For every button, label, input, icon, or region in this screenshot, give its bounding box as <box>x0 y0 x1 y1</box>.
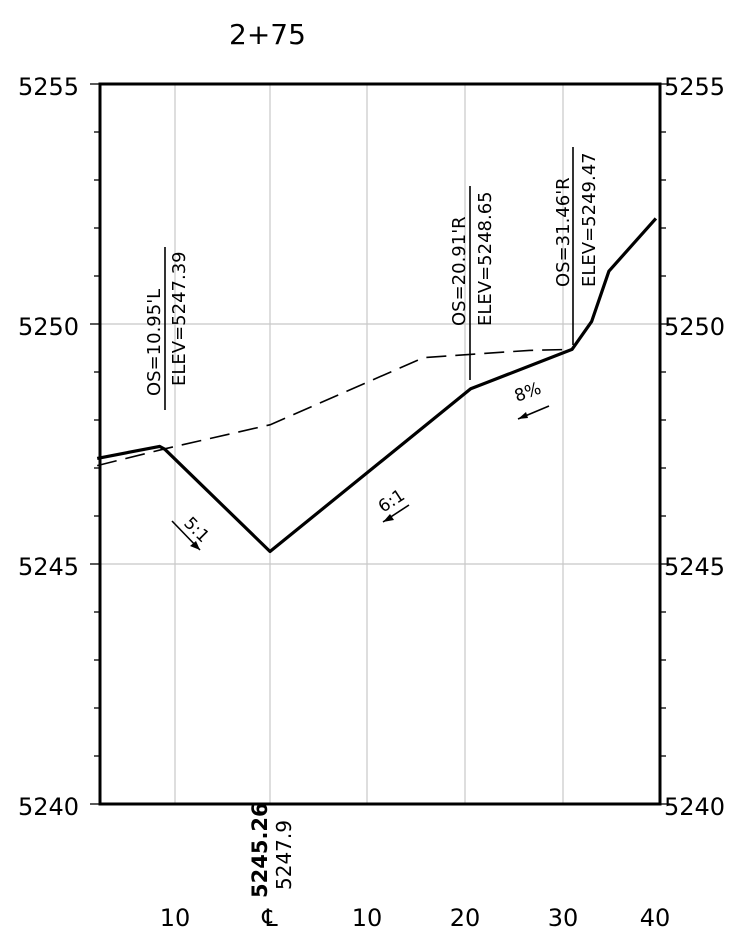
callout-right-catch-2: OS=31.46'R ELEV=5249.47 <box>553 147 600 345</box>
centerline-existing-elev: 5247.9 <box>272 820 296 890</box>
slope-arrow-head <box>518 412 528 419</box>
offset-label: 20 <box>450 904 481 932</box>
existing-ground-line <box>97 348 573 467</box>
slope-8pct: 8% <box>512 379 550 420</box>
slope-arrow-head <box>383 514 394 522</box>
callout-right-catch-1: OS=20.91'R ELEV=5248.65 <box>449 186 496 380</box>
slope-label: 6:1 <box>375 486 409 518</box>
offset-label: 40 <box>640 904 671 932</box>
callout-elev: ELEV=5248.65 <box>475 191 496 326</box>
callout-left-catch: OS=10.95'L ELEV=5247.39 <box>144 247 190 410</box>
elev-label-right: 5245 <box>664 553 725 581</box>
left-elevation-labels: 5255 5250 5245 5240 <box>18 73 79 821</box>
callout-offset: OS=10.95'L <box>144 289 165 396</box>
elev-label-left: 5250 <box>18 313 79 341</box>
elev-label-left: 5245 <box>18 553 79 581</box>
elev-label-right: 5255 <box>664 73 725 101</box>
slope-arrow-head <box>190 541 200 550</box>
callout-offset: OS=31.46'R <box>553 177 574 287</box>
callout-elev: ELEV=5247.39 <box>169 251 190 386</box>
proposed-grade-line <box>96 217 658 554</box>
callout-elev: ELEV=5249.47 <box>579 152 600 287</box>
right-elevation-labels: 5255 5250 5245 5240 <box>664 73 725 821</box>
offset-labels: 10 ℄ 10 20 30 40 <box>160 904 671 932</box>
slope-6to1: 6:1 <box>375 486 410 523</box>
elev-label-right: 5240 <box>664 793 725 821</box>
vertical-gridlines <box>174 84 564 804</box>
centerline-label: ℄ <box>261 904 278 932</box>
station-title: 2+75 <box>229 18 306 51</box>
elev-label-left: 5255 <box>18 73 79 101</box>
plot-frame <box>98 82 662 806</box>
callout-offset: OS=20.91'R <box>449 216 470 326</box>
horizontal-gridlines <box>100 323 660 565</box>
offset-label: 10 <box>352 904 383 932</box>
elev-label-right: 5250 <box>664 313 725 341</box>
slope-label: 8% <box>512 379 544 407</box>
offset-label: 10 <box>160 904 191 932</box>
offset-label: 30 <box>548 904 579 932</box>
elev-label-left: 5240 <box>18 793 79 821</box>
slope-5to1: 5:1 <box>171 513 213 551</box>
centerline-proposed-elev: 5245.26 <box>248 802 272 898</box>
